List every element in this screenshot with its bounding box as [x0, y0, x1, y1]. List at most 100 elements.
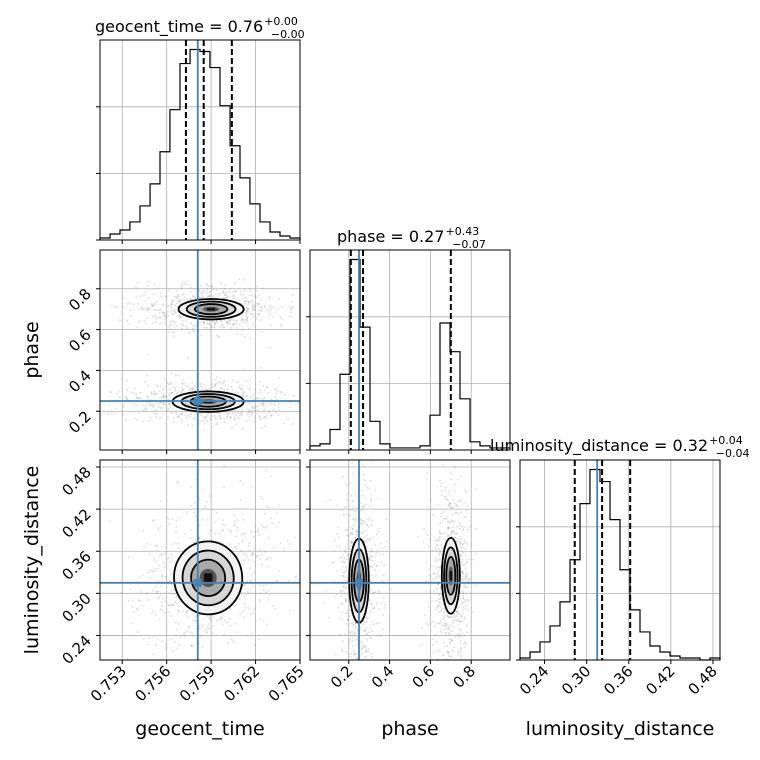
scatter-point: [191, 388, 194, 391]
scatter-point: [352, 650, 355, 653]
scatter-point: [452, 616, 455, 619]
scatter-point: [343, 506, 346, 509]
scatter-point: [269, 304, 272, 307]
scatter-point: [459, 649, 462, 652]
scatter-point: [354, 622, 357, 625]
scatter-point: [180, 316, 183, 319]
scatter-point: [264, 403, 267, 405]
scatter-point: [354, 536, 356, 539]
scatter-point: [265, 583, 268, 586]
scatter-point: [450, 616, 453, 618]
scatter-point: [158, 618, 161, 621]
scatter-point: [457, 500, 460, 503]
scatter-point: [169, 580, 172, 583]
scatter-point: [201, 645, 204, 648]
scatter-point: [150, 393, 152, 395]
scatter-point: [123, 405, 126, 408]
scatter-point: [155, 409, 158, 411]
scatter-point: [353, 633, 356, 635]
scatter-point: [455, 633, 457, 636]
scatter-point: [278, 406, 280, 409]
scatter-point: [179, 316, 182, 318]
scatter-point: [227, 388, 230, 391]
scatter-point: [165, 410, 168, 412]
scatter-point: [212, 632, 214, 635]
scatter-point: [454, 636, 457, 638]
scatter-point: [253, 530, 256, 533]
scatter-point: [446, 614, 449, 617]
scatter-point: [251, 304, 254, 306]
scatter-point: [460, 511, 463, 514]
scatter-point: [360, 699, 362, 701]
scatter-point: [243, 391, 245, 393]
scatter-point: [128, 323, 131, 325]
scatter-point: [452, 619, 455, 622]
scatter-point: [460, 620, 462, 623]
scatter-point: [234, 291, 237, 293]
scatter-point: [248, 308, 251, 311]
scatter-point: [251, 632, 254, 635]
scatter-point: [181, 285, 184, 287]
scatter-point: [212, 320, 215, 322]
scatter-point: [137, 609, 139, 611]
scatter-point: [240, 412, 243, 414]
scatter-point: [160, 585, 162, 588]
scatter-point: [216, 334, 219, 337]
scatter-point: [340, 589, 342, 592]
scatter-point: [364, 541, 366, 544]
scatter-point: [343, 585, 345, 588]
scatter-point: [249, 389, 252, 391]
scatter-point: [254, 388, 257, 391]
scatter-point: [148, 307, 151, 310]
scatter-point: [115, 392, 118, 395]
scatter-point: [466, 544, 469, 547]
scatter-point: [260, 367, 263, 369]
scatter-point: [438, 650, 441, 653]
scatter-point: [432, 620, 434, 623]
scatter-point: [154, 560, 157, 563]
scatter-point: [464, 573, 467, 576]
scatter-point: [224, 287, 226, 290]
scatter-point: [207, 322, 210, 325]
scatter-point: [244, 532, 246, 535]
scatter-point: [141, 604, 144, 607]
scatter-point: [464, 616, 466, 619]
scatter-point: [163, 403, 166, 406]
scatter-point: [171, 407, 174, 410]
scatter-point: [208, 322, 211, 325]
scatter-point: [451, 530, 454, 533]
scatter-point: [233, 523, 236, 526]
scatter-point: [342, 575, 345, 578]
scatter-point: [245, 553, 248, 556]
scatter-point: [135, 405, 138, 408]
scatter-point: [167, 383, 170, 385]
scatter-point: [360, 627, 362, 630]
scatter-point: [142, 409, 145, 412]
scatter-point: [345, 622, 347, 625]
scatter-point: [159, 397, 161, 400]
scatter-point: [190, 321, 193, 324]
scatter-point: [205, 386, 207, 388]
scatter-point: [171, 320, 174, 323]
scatter-point: [244, 296, 247, 298]
scatter-point: [233, 641, 236, 644]
scatter-point: [223, 296, 226, 299]
scatter-point: [448, 504, 451, 506]
scatter-point: [161, 562, 164, 565]
scatter-point: [233, 514, 236, 517]
scatter-point: [348, 615, 351, 618]
scatter-point: [160, 640, 163, 643]
scatter-point: [165, 316, 167, 319]
scatter-point: [354, 653, 356, 656]
scatter-point: [442, 653, 445, 656]
scatter-point: [214, 322, 217, 325]
scatter-point: [254, 644, 257, 646]
scatter-point: [268, 315, 271, 317]
scatter-point: [462, 606, 465, 608]
scatter-point: [232, 412, 235, 415]
scatter-point: [176, 415, 179, 418]
scatter-point: [223, 388, 226, 391]
scatter-point: [295, 575, 298, 578]
scatter-point: [226, 528, 229, 531]
scatter-point: [211, 320, 214, 322]
